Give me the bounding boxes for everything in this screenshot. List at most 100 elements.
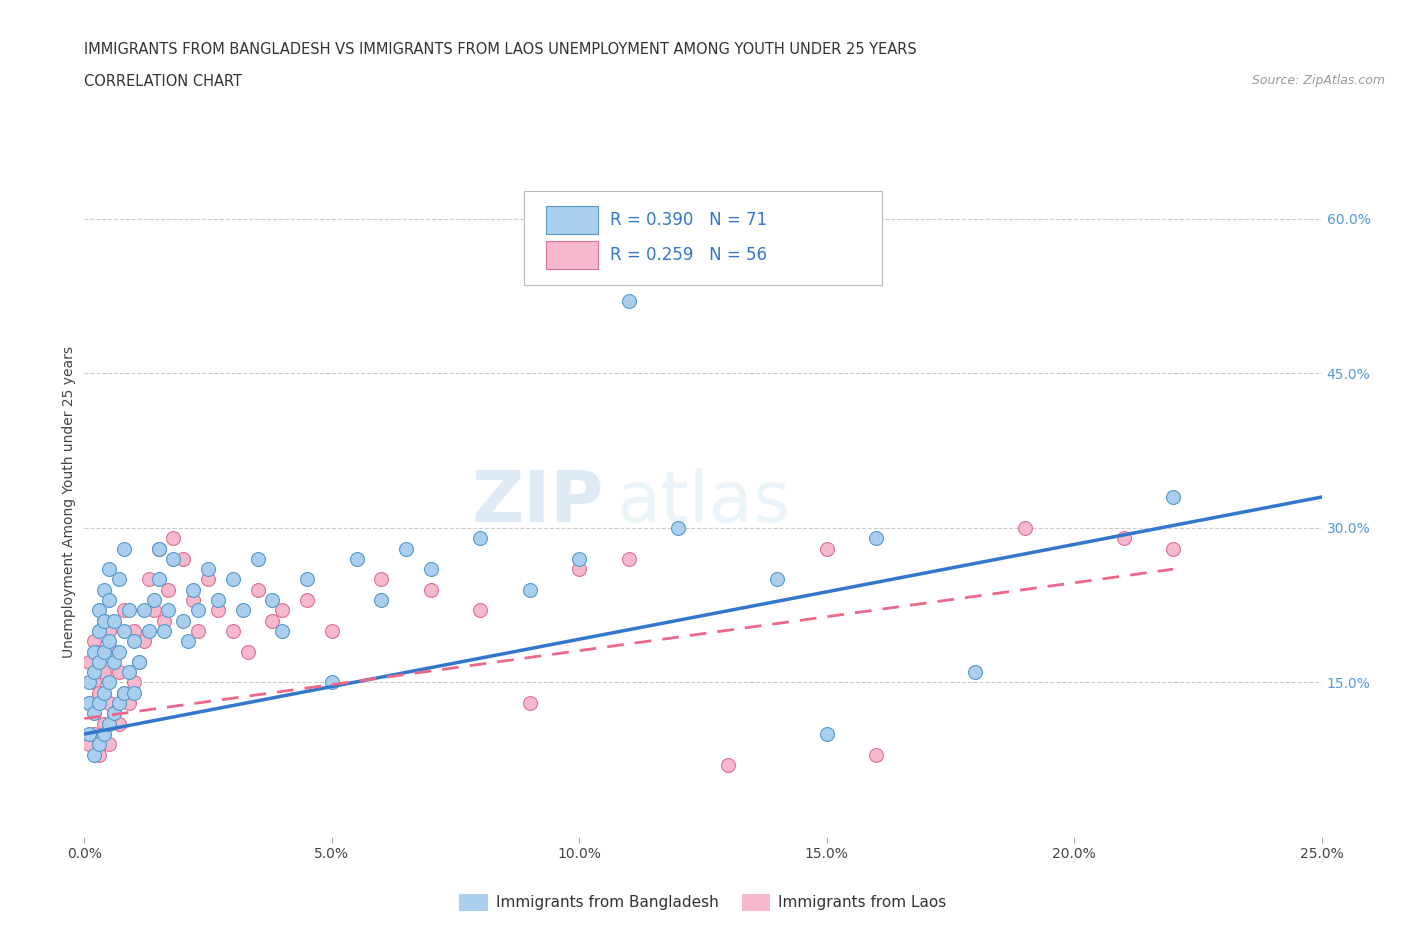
Immigrants from Bangladesh	[98, 634, 121, 649]
Immigrants from Bangladesh	[148, 541, 170, 556]
Immigrants from Laos	[271, 603, 294, 618]
Immigrants from Bangladesh	[118, 603, 141, 618]
FancyBboxPatch shape	[546, 206, 598, 234]
Immigrants from Laos	[98, 737, 121, 751]
Text: CORRELATION CHART: CORRELATION CHART	[84, 74, 242, 89]
Immigrants from Bangladesh	[470, 531, 492, 546]
Immigrants from Bangladesh	[232, 603, 254, 618]
Immigrants from Bangladesh	[246, 551, 269, 566]
Immigrants from Bangladesh	[93, 644, 115, 659]
Immigrants from Laos	[118, 696, 141, 711]
Immigrants from Laos	[83, 675, 105, 690]
Immigrants from Bangladesh	[815, 726, 838, 741]
Immigrants from Laos	[187, 623, 209, 638]
Immigrants from Bangladesh	[262, 592, 284, 607]
Immigrants from Bangladesh	[89, 623, 111, 638]
Immigrants from Laos	[93, 665, 115, 680]
Immigrants from Bangladesh	[112, 541, 135, 556]
Immigrants from Laos	[1161, 541, 1184, 556]
Immigrants from Bangladesh	[83, 644, 105, 659]
Immigrants from Bangladesh	[98, 562, 121, 577]
Immigrants from Bangladesh	[295, 572, 318, 587]
Immigrants from Laos	[89, 644, 111, 659]
Immigrants from Laos	[98, 696, 121, 711]
Immigrants from Laos	[98, 623, 121, 638]
Immigrants from Laos	[93, 613, 115, 628]
Immigrants from Bangladesh	[98, 716, 121, 731]
Immigrants from Laos	[717, 757, 740, 772]
Immigrants from Laos	[148, 541, 170, 556]
Immigrants from Bangladesh	[152, 623, 174, 638]
Y-axis label: Unemployment Among Youth under 25 years: Unemployment Among Youth under 25 years	[62, 346, 76, 658]
Immigrants from Laos	[1014, 521, 1036, 536]
Immigrants from Bangladesh	[865, 531, 887, 546]
Immigrants from Laos	[568, 562, 591, 577]
Immigrants from Laos	[236, 644, 259, 659]
Text: ZIP: ZIP	[472, 468, 605, 537]
Immigrants from Bangladesh	[83, 706, 105, 721]
Immigrants from Laos	[138, 572, 160, 587]
Immigrants from Bangladesh	[157, 603, 180, 618]
Immigrants from Bangladesh	[666, 521, 689, 536]
Immigrants from Laos	[470, 603, 492, 618]
Immigrants from Bangladesh	[766, 572, 789, 587]
Immigrants from Bangladesh	[1161, 489, 1184, 504]
Immigrants from Laos	[197, 572, 219, 587]
Immigrants from Bangladesh	[83, 747, 105, 762]
Immigrants from Laos	[83, 726, 105, 741]
Immigrants from Bangladesh	[162, 551, 184, 566]
Immigrants from Bangladesh	[79, 726, 101, 741]
Immigrants from Bangladesh	[132, 603, 155, 618]
Text: R = 0.259   N = 56: R = 0.259 N = 56	[610, 246, 768, 264]
Immigrants from Bangladesh	[108, 696, 131, 711]
Immigrants from Laos	[246, 582, 269, 597]
Immigrants from Bangladesh	[112, 685, 135, 700]
Immigrants from Bangladesh	[89, 603, 111, 618]
Immigrants from Laos	[122, 623, 145, 638]
Text: IMMIGRANTS FROM BANGLADESH VS IMMIGRANTS FROM LAOS UNEMPLOYMENT AMONG YOUTH UNDE: IMMIGRANTS FROM BANGLADESH VS IMMIGRANTS…	[84, 42, 917, 57]
Immigrants from Bangladesh	[148, 572, 170, 587]
Immigrants from Laos	[89, 747, 111, 762]
Immigrants from Laos	[128, 655, 150, 670]
Immigrants from Bangladesh	[419, 562, 441, 577]
Immigrants from Bangladesh	[93, 685, 115, 700]
Immigrants from Bangladesh	[89, 696, 111, 711]
Immigrants from Bangladesh	[519, 582, 541, 597]
Immigrants from Bangladesh	[79, 675, 101, 690]
Immigrants from Laos	[262, 613, 284, 628]
Immigrants from Bangladesh	[103, 706, 125, 721]
Immigrants from Bangladesh	[172, 613, 194, 628]
Immigrants from Laos	[162, 531, 184, 546]
Immigrants from Laos	[112, 685, 135, 700]
Immigrants from Laos	[519, 696, 541, 711]
Immigrants from Bangladesh	[177, 634, 200, 649]
Immigrants from Laos	[815, 541, 838, 556]
Immigrants from Laos	[89, 685, 111, 700]
Immigrants from Laos	[83, 634, 105, 649]
Immigrants from Bangladesh	[98, 592, 121, 607]
Immigrants from Laos	[108, 665, 131, 680]
Immigrants from Bangladesh	[617, 294, 640, 309]
Immigrants from Laos	[142, 603, 165, 618]
Immigrants from Laos	[108, 716, 131, 731]
Immigrants from Bangladesh	[103, 613, 125, 628]
Immigrants from Laos	[157, 582, 180, 597]
Immigrants from Bangladesh	[271, 623, 294, 638]
Immigrants from Bangladesh	[93, 582, 115, 597]
Immigrants from Laos	[122, 675, 145, 690]
Immigrants from Bangladesh	[108, 644, 131, 659]
Immigrants from Bangladesh	[370, 592, 392, 607]
Immigrants from Bangladesh	[568, 551, 591, 566]
Immigrants from Bangladesh	[112, 623, 135, 638]
FancyBboxPatch shape	[546, 241, 598, 269]
Text: atlas: atlas	[616, 468, 790, 537]
Immigrants from Bangladesh	[207, 592, 229, 607]
Immigrants from Laos	[370, 572, 392, 587]
Immigrants from Bangladesh	[79, 696, 101, 711]
Immigrants from Laos	[617, 551, 640, 566]
Immigrants from Bangladesh	[122, 685, 145, 700]
Immigrants from Laos	[79, 737, 101, 751]
Immigrants from Bangladesh	[103, 655, 125, 670]
Immigrants from Laos	[1112, 531, 1135, 546]
Immigrants from Bangladesh	[128, 655, 150, 670]
